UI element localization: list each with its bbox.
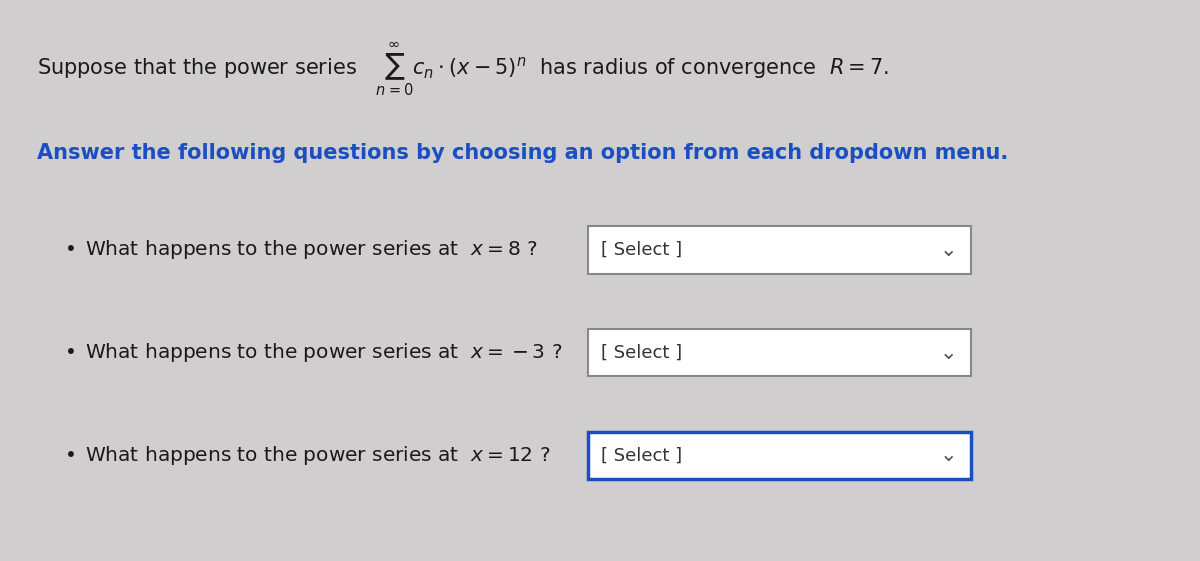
Text: ⌄: ⌄ (940, 445, 958, 466)
Text: [ Select ]: [ Select ] (601, 447, 683, 465)
Text: What happens to the power series at  $x = 12$ ?: What happens to the power series at $x =… (85, 444, 551, 467)
Text: What happens to the power series at  $x = 8$ ?: What happens to the power series at $x =… (85, 238, 538, 261)
Text: •: • (65, 343, 77, 362)
Text: ⌄: ⌄ (940, 343, 958, 363)
Text: •: • (65, 446, 77, 465)
Text: •: • (65, 241, 77, 259)
FancyBboxPatch shape (588, 226, 971, 274)
FancyBboxPatch shape (588, 432, 971, 479)
FancyBboxPatch shape (588, 329, 971, 376)
Text: Answer the following questions by choosing an option from each dropdown menu.: Answer the following questions by choosi… (36, 142, 1008, 163)
Text: Suppose that the power series   $\sum_{n=0}^{\infty} c_n \cdot (x - 5)^n$  has r: Suppose that the power series $\sum_{n=0… (36, 40, 888, 98)
Text: [ Select ]: [ Select ] (601, 241, 683, 259)
Text: What happens to the power series at  $x = -3$ ?: What happens to the power series at $x =… (85, 341, 563, 364)
Text: ⌄: ⌄ (940, 240, 958, 260)
Text: [ Select ]: [ Select ] (601, 344, 683, 362)
